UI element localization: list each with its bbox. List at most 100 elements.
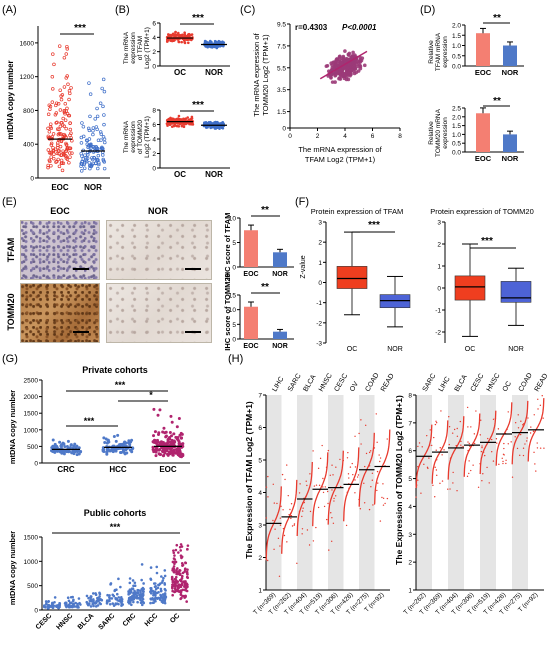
panel-h-right-point xyxy=(481,445,483,447)
panel-a-point xyxy=(68,151,72,155)
panel-h-right-point xyxy=(537,408,539,410)
panel-g-top-point xyxy=(112,435,116,439)
panel-g-top-point xyxy=(68,446,72,450)
panel-a-point xyxy=(53,147,58,152)
panel-g-bottom-point xyxy=(45,602,48,605)
panel-g-bottom-point xyxy=(53,596,57,599)
panel-h-right-point xyxy=(502,453,505,455)
panel-h-right-point xyxy=(427,467,429,470)
panel-g-bottom-point xyxy=(111,602,115,605)
panel-h-right-point xyxy=(517,414,519,416)
panel-a-point xyxy=(101,104,105,109)
panel-g-bottom-point xyxy=(128,592,132,595)
panel-h-left-point xyxy=(371,479,374,481)
panel-h-right-point xyxy=(519,433,522,436)
panel-a-point xyxy=(49,143,54,147)
panel-g-bottom-point xyxy=(163,598,166,602)
panel-g-bottom-point xyxy=(185,600,188,603)
panel-h-left-point xyxy=(303,501,306,504)
panel-h-right-point xyxy=(519,454,521,457)
panel-h-left-cancer-label: OV xyxy=(349,380,360,393)
panel-g-bottom-y-tick-label: 0 xyxy=(34,608,38,615)
panel-h-left-point xyxy=(267,496,269,498)
panel-h-left-point xyxy=(339,458,341,461)
panel-g-bottom-point xyxy=(70,601,73,605)
panel-a-point xyxy=(87,128,92,133)
panel-h-right-point xyxy=(434,496,436,498)
panel-g-top-point xyxy=(108,448,112,452)
panel-b-bottom-ylabel-3: of TOMM20 xyxy=(137,120,144,154)
panel-g-bottom-point xyxy=(87,596,90,600)
panel-h-right-point xyxy=(498,463,500,466)
panel-b-top-point xyxy=(204,40,208,43)
panel-g-top-point xyxy=(170,420,174,424)
panel-h-left-y-tick-label: 4 xyxy=(258,490,262,497)
panel-a-point xyxy=(57,44,62,48)
panel-e-top-group-nor: NOR xyxy=(272,271,288,278)
panel-h-right-point xyxy=(539,447,542,449)
panel-h-left-point xyxy=(379,460,381,463)
panel-b-top-y-tick-label: 0 xyxy=(152,64,156,71)
panel-a-point xyxy=(84,159,89,164)
panel-h-left-point xyxy=(370,485,372,488)
panel-g-bottom-point xyxy=(153,585,157,588)
panel-f-right-box xyxy=(454,275,486,301)
panel-h-left-point xyxy=(317,506,320,509)
panel-g-top-point xyxy=(123,452,127,456)
panel-a-point xyxy=(89,164,94,168)
panel-g-bottom-point xyxy=(178,583,182,587)
panel-a-point xyxy=(83,153,87,157)
panel-g-bottom-point xyxy=(136,600,139,604)
panel-h-right-stripe xyxy=(448,395,464,590)
panel-h-right-y-tick-label: 7 xyxy=(408,420,412,427)
panel-a-group-eoc: EOC xyxy=(51,183,69,192)
panel-h-left-point xyxy=(322,491,325,494)
panel-g-top-point xyxy=(177,417,181,421)
panel-g-bottom-point xyxy=(78,601,81,605)
panel-g-top-y-tick-label: 500 xyxy=(27,444,38,451)
panel-g-top-point xyxy=(116,433,120,437)
panel-g-bottom-group-label: BLCA xyxy=(77,612,96,631)
panel-d-bottom-y-tick-label: 0.5 xyxy=(452,141,461,148)
panel-h-right-point xyxy=(440,410,442,412)
panel-g-bottom-point xyxy=(106,593,109,597)
panel-h-left-point xyxy=(315,526,317,529)
panel-a-point xyxy=(55,127,60,131)
panel-d-bottom-ylabel-1: Relative xyxy=(428,121,435,145)
panel-g-bottom-point xyxy=(65,603,68,607)
panel-h-right-point xyxy=(488,482,490,484)
panel-a-point xyxy=(59,158,64,163)
panel-a-point xyxy=(66,146,70,151)
panel-b-top-point xyxy=(184,34,188,38)
panel-a-point xyxy=(65,106,69,111)
panel-b-top-point xyxy=(210,40,213,44)
panel-letter-h: (H) xyxy=(228,353,243,365)
panel-g-top-point xyxy=(178,450,182,454)
panel-c-y-tick-label: 7.5 xyxy=(277,43,286,50)
panel-b-bottom-group-oc: OC xyxy=(174,170,186,179)
panel-h-left-point xyxy=(278,575,281,577)
panel-h-right-point xyxy=(473,433,476,435)
panel-a-point xyxy=(47,158,52,163)
panel-h-left-point xyxy=(293,524,295,526)
panel-d-bottom-y-tick-label: 0.0 xyxy=(452,150,461,157)
panel-g-bottom-point xyxy=(172,565,176,568)
panel-h-right-point xyxy=(484,454,486,457)
panel-g-top-point xyxy=(154,454,158,458)
panel-h-left-point xyxy=(282,527,285,530)
panel-g-bottom-point xyxy=(174,588,177,591)
panel-a-point xyxy=(91,157,95,162)
panel-g-bottom-point xyxy=(46,607,50,610)
panel-g-bottom-point xyxy=(170,575,174,579)
panel-d-bottom-y-tick-label: 1.5 xyxy=(452,123,461,130)
panel-g-bottom-point xyxy=(159,589,163,593)
ihc-image-tfam-eoc xyxy=(20,220,100,280)
panel-a-point xyxy=(56,138,61,142)
panel-g-bottom-ylabel: mtDNA copy number xyxy=(8,531,17,605)
panel-g-top-point xyxy=(65,444,69,448)
panel-h-left-point xyxy=(288,514,290,516)
panel-g-top-point xyxy=(158,408,162,412)
panel-h-left-point xyxy=(354,466,357,468)
panel-g-bottom-point xyxy=(114,602,118,605)
panel-h-left-stripe xyxy=(266,395,282,590)
